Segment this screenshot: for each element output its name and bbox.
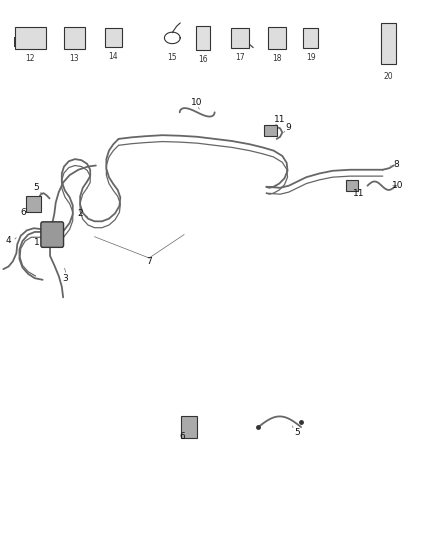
Bar: [346, 180, 358, 191]
Bar: [105, 28, 122, 47]
Text: 12: 12: [26, 54, 35, 63]
Text: 9: 9: [285, 123, 291, 132]
Bar: [303, 28, 318, 48]
Text: 5: 5: [294, 428, 300, 437]
Bar: [196, 26, 210, 50]
Bar: [265, 125, 277, 136]
Text: 13: 13: [69, 54, 79, 63]
Text: 8: 8: [393, 160, 399, 169]
Text: 2: 2: [78, 209, 83, 218]
FancyBboxPatch shape: [41, 222, 64, 247]
Text: 20: 20: [384, 72, 393, 82]
Bar: [231, 28, 249, 48]
Text: 1: 1: [34, 238, 39, 247]
Bar: [181, 416, 197, 438]
Bar: [15, 27, 46, 49]
Text: 4: 4: [6, 237, 11, 246]
Bar: [268, 27, 286, 49]
Bar: [381, 23, 396, 63]
Text: 16: 16: [198, 55, 208, 64]
Text: 19: 19: [306, 53, 315, 62]
Text: 10: 10: [392, 181, 404, 190]
Ellipse shape: [382, 24, 395, 33]
Bar: [25, 196, 41, 212]
Text: 11: 11: [274, 115, 286, 124]
Text: 7: 7: [146, 257, 152, 265]
Text: 10: 10: [191, 98, 202, 107]
Text: 6: 6: [21, 208, 26, 217]
Text: 6: 6: [179, 432, 185, 441]
Text: 15: 15: [167, 53, 177, 62]
Text: 14: 14: [109, 52, 118, 61]
Text: 18: 18: [272, 54, 282, 63]
Text: 11: 11: [353, 189, 364, 198]
Text: 5: 5: [34, 183, 39, 192]
Text: 3: 3: [63, 273, 68, 282]
Bar: [64, 27, 85, 49]
Text: 17: 17: [235, 53, 245, 62]
